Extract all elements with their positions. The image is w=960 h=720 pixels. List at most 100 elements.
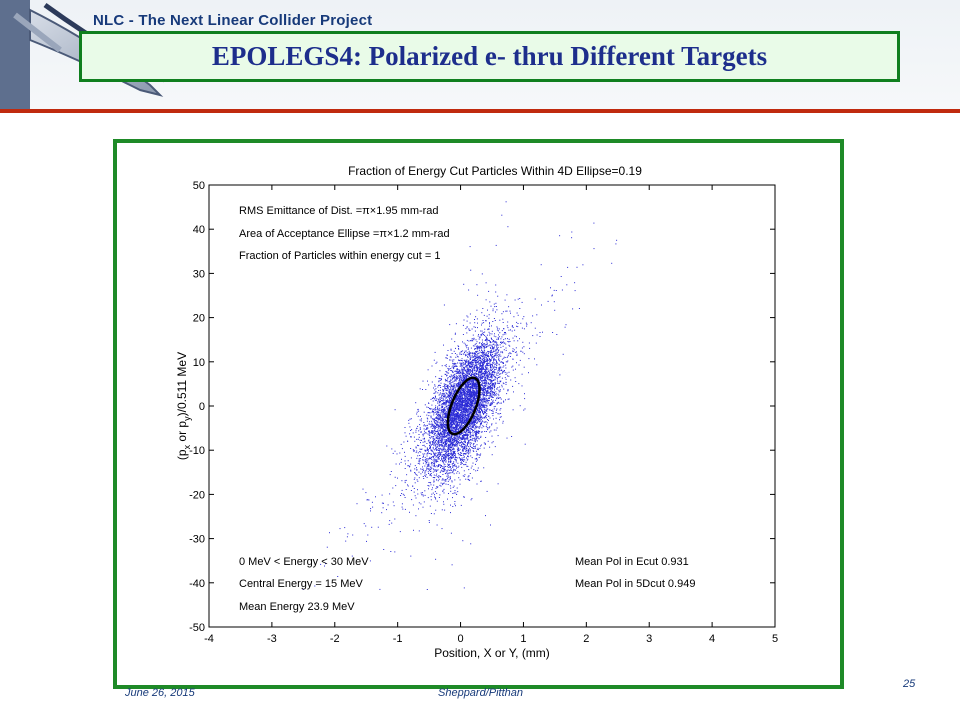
scatter-point (452, 387, 454, 389)
scatter-point (446, 400, 447, 402)
scatter-point (436, 524, 438, 526)
scatter-point (458, 382, 460, 384)
scatter-point (428, 485, 430, 487)
scatter-point (507, 226, 509, 228)
scatter-point (446, 413, 448, 415)
scatter-point (464, 439, 466, 441)
scatter-point (440, 378, 442, 380)
scatter-point (460, 454, 461, 456)
scatter-point (445, 430, 447, 432)
scatter-point (432, 477, 434, 478)
scatter-point (457, 382, 459, 384)
scatter-point (475, 366, 477, 368)
scatter-point (442, 446, 444, 448)
scatter-point (430, 473, 432, 475)
scatter-point (497, 393, 499, 395)
scatter-point (395, 485, 397, 487)
scatter-point (436, 434, 438, 436)
scatter-point (450, 470, 452, 471)
scatter-point (452, 370, 454, 372)
scatter-point (485, 339, 487, 341)
scatter-point (469, 445, 471, 447)
scatter-point (506, 361, 508, 363)
scatter-point (489, 417, 491, 419)
scatter-point (497, 435, 499, 437)
scatter-point (496, 309, 498, 311)
scatter-point (455, 431, 456, 433)
scatter-point (462, 365, 463, 367)
scatter-point (468, 366, 470, 368)
scatter-point (482, 362, 484, 364)
scatter-point (469, 432, 471, 434)
scatter-point (485, 357, 487, 359)
scatter-point (483, 391, 485, 393)
scatter-point (429, 482, 431, 484)
scatter-point (467, 443, 469, 445)
scatter-point (497, 346, 499, 348)
scatter-point (505, 333, 507, 335)
scatter-point (433, 439, 435, 441)
scatter-point (424, 490, 426, 492)
scatter-point (474, 433, 476, 435)
scatter-point (528, 358, 530, 360)
scatter-point (444, 479, 446, 481)
scatter-point (458, 369, 460, 371)
scatter-point (457, 423, 459, 425)
scatter-point (445, 364, 447, 366)
scatter-point (446, 372, 448, 374)
scatter-point (475, 425, 477, 427)
scatter-point (493, 365, 495, 367)
scatter-point (482, 350, 484, 352)
scatter-point (453, 406, 455, 408)
scatter-point (433, 427, 435, 429)
scatter-point (476, 416, 477, 418)
scatter-point (483, 413, 485, 414)
scatter-point (485, 366, 487, 368)
scatter-point (499, 367, 500, 369)
scatter-point (489, 322, 490, 324)
scatter-point (493, 356, 495, 358)
scatter-point (456, 420, 458, 422)
scatter-point (469, 400, 471, 401)
scatter-point (474, 352, 475, 354)
scatter-point (452, 371, 453, 373)
scatter-point (420, 451, 422, 453)
scatter-point (444, 436, 446, 438)
scatter-point (452, 412, 454, 414)
scatter-point (446, 390, 448, 392)
scatter-point (444, 442, 446, 444)
scatter-point (472, 359, 474, 361)
scatter-point (435, 447, 436, 449)
scatter-point (486, 404, 488, 406)
scatter-point (485, 382, 487, 384)
scatter-point (482, 388, 484, 390)
scatter-point (425, 463, 427, 465)
scatter-point (489, 405, 491, 406)
scatter-point (435, 388, 437, 390)
scatter-point (444, 394, 446, 396)
scatter-point (447, 439, 449, 441)
scatter-point (451, 366, 453, 368)
scatter-point (486, 358, 488, 360)
scatter-point (484, 356, 486, 358)
scatter-point (442, 423, 444, 425)
scatter-point (513, 350, 515, 352)
scatter-point (467, 356, 469, 358)
scatter-point (483, 375, 485, 377)
scatter-point (428, 520, 430, 521)
scatter-point (497, 370, 499, 372)
scatter-point (440, 422, 442, 424)
scatter-point (458, 429, 460, 431)
scatter-point (469, 409, 471, 410)
scatter-point (453, 386, 455, 388)
scatter-point (497, 350, 499, 352)
scatter-point (446, 470, 448, 472)
scatter-point (487, 363, 489, 365)
scatter-point (451, 412, 453, 414)
scatter-point (460, 397, 462, 399)
scatter-point (442, 421, 444, 423)
scatter-point (483, 397, 485, 399)
plot-frame: -4 -3 -2 -1 0 1 2 3 4 5 -50 -40 -30 -20 -10 0 10 20 30 40 50… (113, 139, 844, 689)
scatter-point (490, 360, 492, 362)
scatter-point (461, 423, 463, 425)
